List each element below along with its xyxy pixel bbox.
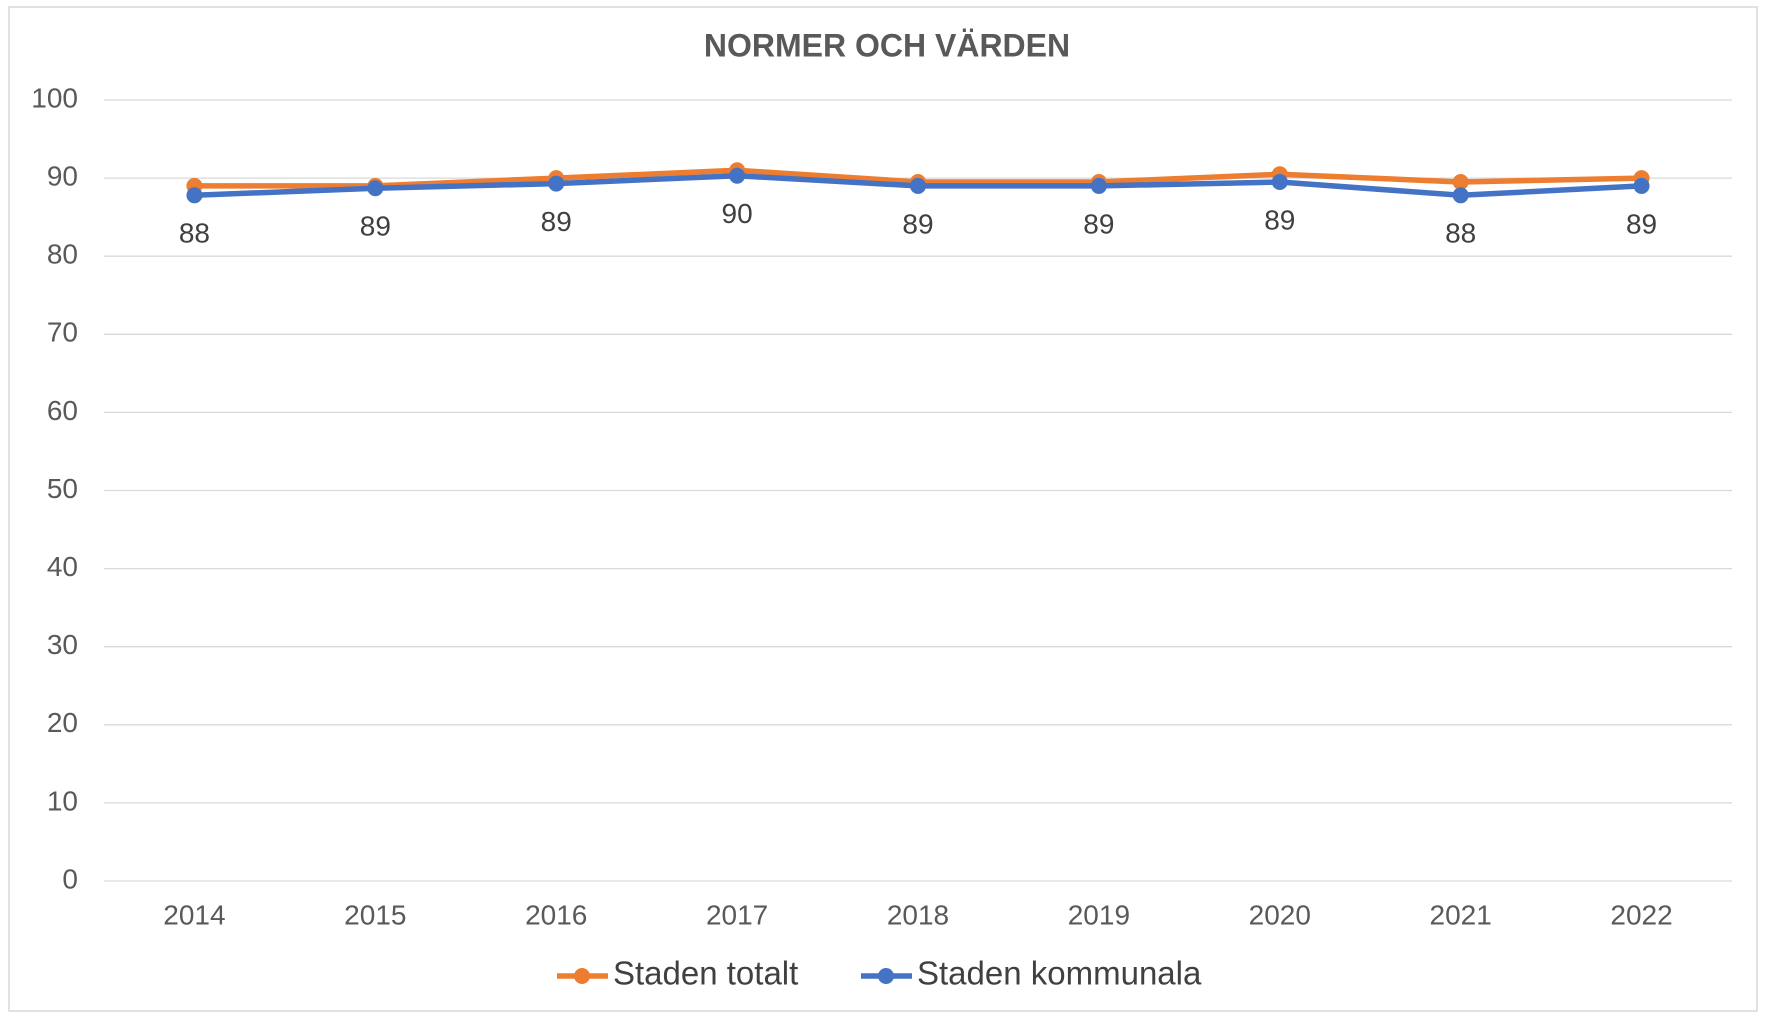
x-tick-label: 2021 <box>1430 899 1492 930</box>
legend-marker <box>878 968 894 984</box>
y-tick-label: 60 <box>47 395 78 426</box>
data-label: 89 <box>902 208 933 239</box>
point <box>186 187 203 204</box>
y-tick-label: 50 <box>47 473 78 504</box>
point <box>729 167 746 184</box>
y-tick-label: 40 <box>47 551 78 582</box>
point <box>910 177 926 194</box>
point <box>548 175 565 192</box>
y-tick-label: 100 <box>31 82 78 113</box>
data-label: 89 <box>360 211 391 242</box>
y-tick-label: 0 <box>62 863 78 894</box>
y-tick-label: 30 <box>47 629 78 660</box>
legend-label: Staden totalt <box>613 955 798 992</box>
data-label: 88 <box>179 218 210 249</box>
data-label: 89 <box>1264 204 1295 235</box>
y-tick-label: 20 <box>47 707 78 738</box>
data-label: 89 <box>1083 208 1114 239</box>
y-tick-label: 10 <box>47 785 78 816</box>
x-tick-label: 2016 <box>525 899 587 930</box>
chart-frame <box>8 6 1758 1012</box>
x-tick-label: 2019 <box>1068 899 1130 930</box>
legend-label: Staden kommunala <box>917 955 1202 992</box>
legend-marker <box>574 968 590 984</box>
chart-title: NORMER OCH VÄRDEN <box>704 27 1070 63</box>
point <box>1271 174 1288 191</box>
x-tick-label: 2020 <box>1249 899 1311 930</box>
y-tick-label: 80 <box>47 239 78 270</box>
data-label: 88 <box>1445 218 1476 249</box>
x-tick-label: 2014 <box>163 899 225 930</box>
x-tick-label: 2017 <box>706 899 768 930</box>
point <box>1452 187 1469 204</box>
y-tick-label: 70 <box>47 317 78 348</box>
data-label: 89 <box>541 206 572 237</box>
y-tick-label: 90 <box>47 160 78 191</box>
point <box>1452 174 1469 191</box>
x-tick-label: 2022 <box>1610 899 1672 930</box>
data-label: 90 <box>722 198 753 229</box>
data-label: 89 <box>1626 208 1657 239</box>
point <box>1633 177 1650 194</box>
point <box>1090 177 1107 194</box>
x-tick-label: 2015 <box>344 899 406 930</box>
x-tick-label: 2018 <box>887 899 949 930</box>
point <box>367 180 384 197</box>
